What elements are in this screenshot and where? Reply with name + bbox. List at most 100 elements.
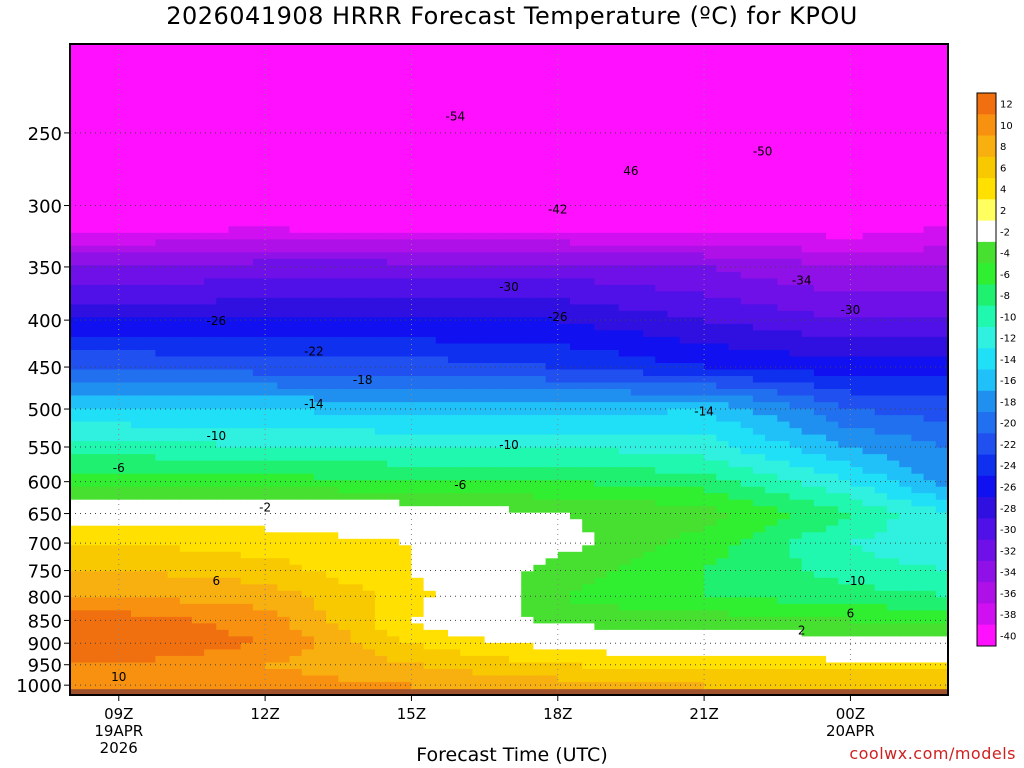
temperature-cell (484, 642, 498, 650)
temperature-cell (301, 109, 315, 117)
temperature-cell (167, 323, 181, 331)
temperature-cell (131, 245, 144, 253)
temperature-cell (582, 102, 595, 110)
temperature-cell (179, 623, 193, 631)
temperature-cell (313, 239, 327, 247)
temperature-cell (191, 642, 205, 650)
temperature-cell (313, 115, 327, 123)
temperature-cell (509, 174, 522, 182)
temperature-cell (362, 480, 376, 488)
temperature-cell (618, 70, 632, 78)
temperature-cell (301, 603, 315, 611)
temperature-cell (350, 226, 364, 234)
temperature-cell (313, 245, 327, 253)
temperature-cell (460, 480, 473, 488)
temperature-cell (313, 76, 327, 84)
temperature-cell (289, 310, 303, 318)
temperature-cell (411, 616, 425, 624)
temperature-cell (667, 317, 681, 325)
temperature-cell (655, 219, 669, 227)
temperature-cell (131, 499, 144, 507)
temperature-cell (204, 161, 217, 169)
temperature-cell (460, 538, 473, 546)
temperature-cell (362, 271, 376, 279)
temperature-cell (411, 577, 425, 585)
temperature-cell (350, 206, 364, 214)
temperature-cell (191, 239, 205, 247)
temperature-cell (667, 291, 681, 299)
temperature-cell (472, 350, 486, 358)
temperature-cell (94, 382, 108, 390)
temperature-cell (521, 402, 534, 410)
temperature-cell (313, 389, 327, 397)
temperature-cell (106, 525, 120, 533)
temperature-cell (594, 350, 608, 358)
temperature-cell (179, 493, 193, 501)
temperature-cell (70, 180, 83, 188)
temperature-cell (496, 102, 510, 110)
temperature-cell (362, 323, 376, 331)
temperature-cell (484, 148, 498, 156)
temperature-cell (582, 376, 595, 384)
temperature-cell (387, 50, 400, 58)
temperature-cell (204, 226, 217, 234)
temperature-cell (448, 57, 461, 65)
temperature-cell (118, 662, 132, 670)
temperature-cell (582, 115, 595, 123)
temperature-cell (179, 330, 193, 338)
temperature-cell (630, 284, 644, 292)
temperature-cell (460, 675, 473, 683)
temperature-cell (277, 271, 291, 279)
temperature-cell (496, 239, 510, 247)
temperature-cell (521, 154, 534, 162)
temperature-cell (484, 532, 498, 540)
temperature-cell (557, 623, 571, 631)
temperature-cell (570, 506, 583, 514)
temperature-cell (82, 415, 95, 423)
temperature-cell (228, 662, 242, 670)
temperature-cell (326, 564, 339, 572)
temperature-cell (277, 389, 291, 397)
temperature-cell (94, 291, 108, 299)
temperature-cell (643, 499, 656, 507)
temperature-cell (204, 662, 217, 670)
temperature-cell (70, 115, 83, 123)
temperature-cell (167, 167, 181, 175)
temperature-cell (570, 584, 583, 592)
temperature-cell (82, 584, 95, 592)
temperature-cell (582, 499, 595, 507)
temperature-cell (557, 382, 571, 390)
temperature-cell (252, 128, 266, 136)
temperature-cell (509, 219, 522, 227)
temperature-cell (411, 336, 425, 344)
temperature-cell (387, 538, 400, 546)
temperature-cell (191, 161, 205, 169)
temperature-cell (326, 135, 339, 143)
temperature-cell (155, 200, 169, 208)
temperature-cell (252, 363, 266, 371)
temperature-cell (582, 447, 595, 455)
temperature-cell (472, 428, 486, 436)
temperature-cell (606, 63, 620, 71)
temperature-cell (655, 532, 669, 540)
temperature-cell (655, 538, 669, 546)
temperature-cell (472, 304, 486, 312)
temperature-cell (216, 421, 230, 429)
temperature-cell (143, 382, 156, 390)
temperature-cell (387, 558, 400, 566)
temperature-cell (423, 356, 437, 364)
temperature-cell (70, 148, 83, 156)
temperature-cell (557, 193, 571, 201)
temperature-cell (496, 50, 510, 58)
temperature-cell (289, 642, 303, 650)
temperature-cell (643, 538, 656, 546)
temperature-cell (521, 265, 534, 273)
temperature-cell (448, 363, 461, 371)
temperature-cell (326, 447, 339, 455)
temperature-cell (545, 369, 559, 377)
temperature-cell (216, 187, 230, 195)
temperature-cell (545, 408, 559, 416)
temperature-cell (570, 50, 583, 58)
temperature-cell (131, 441, 144, 449)
